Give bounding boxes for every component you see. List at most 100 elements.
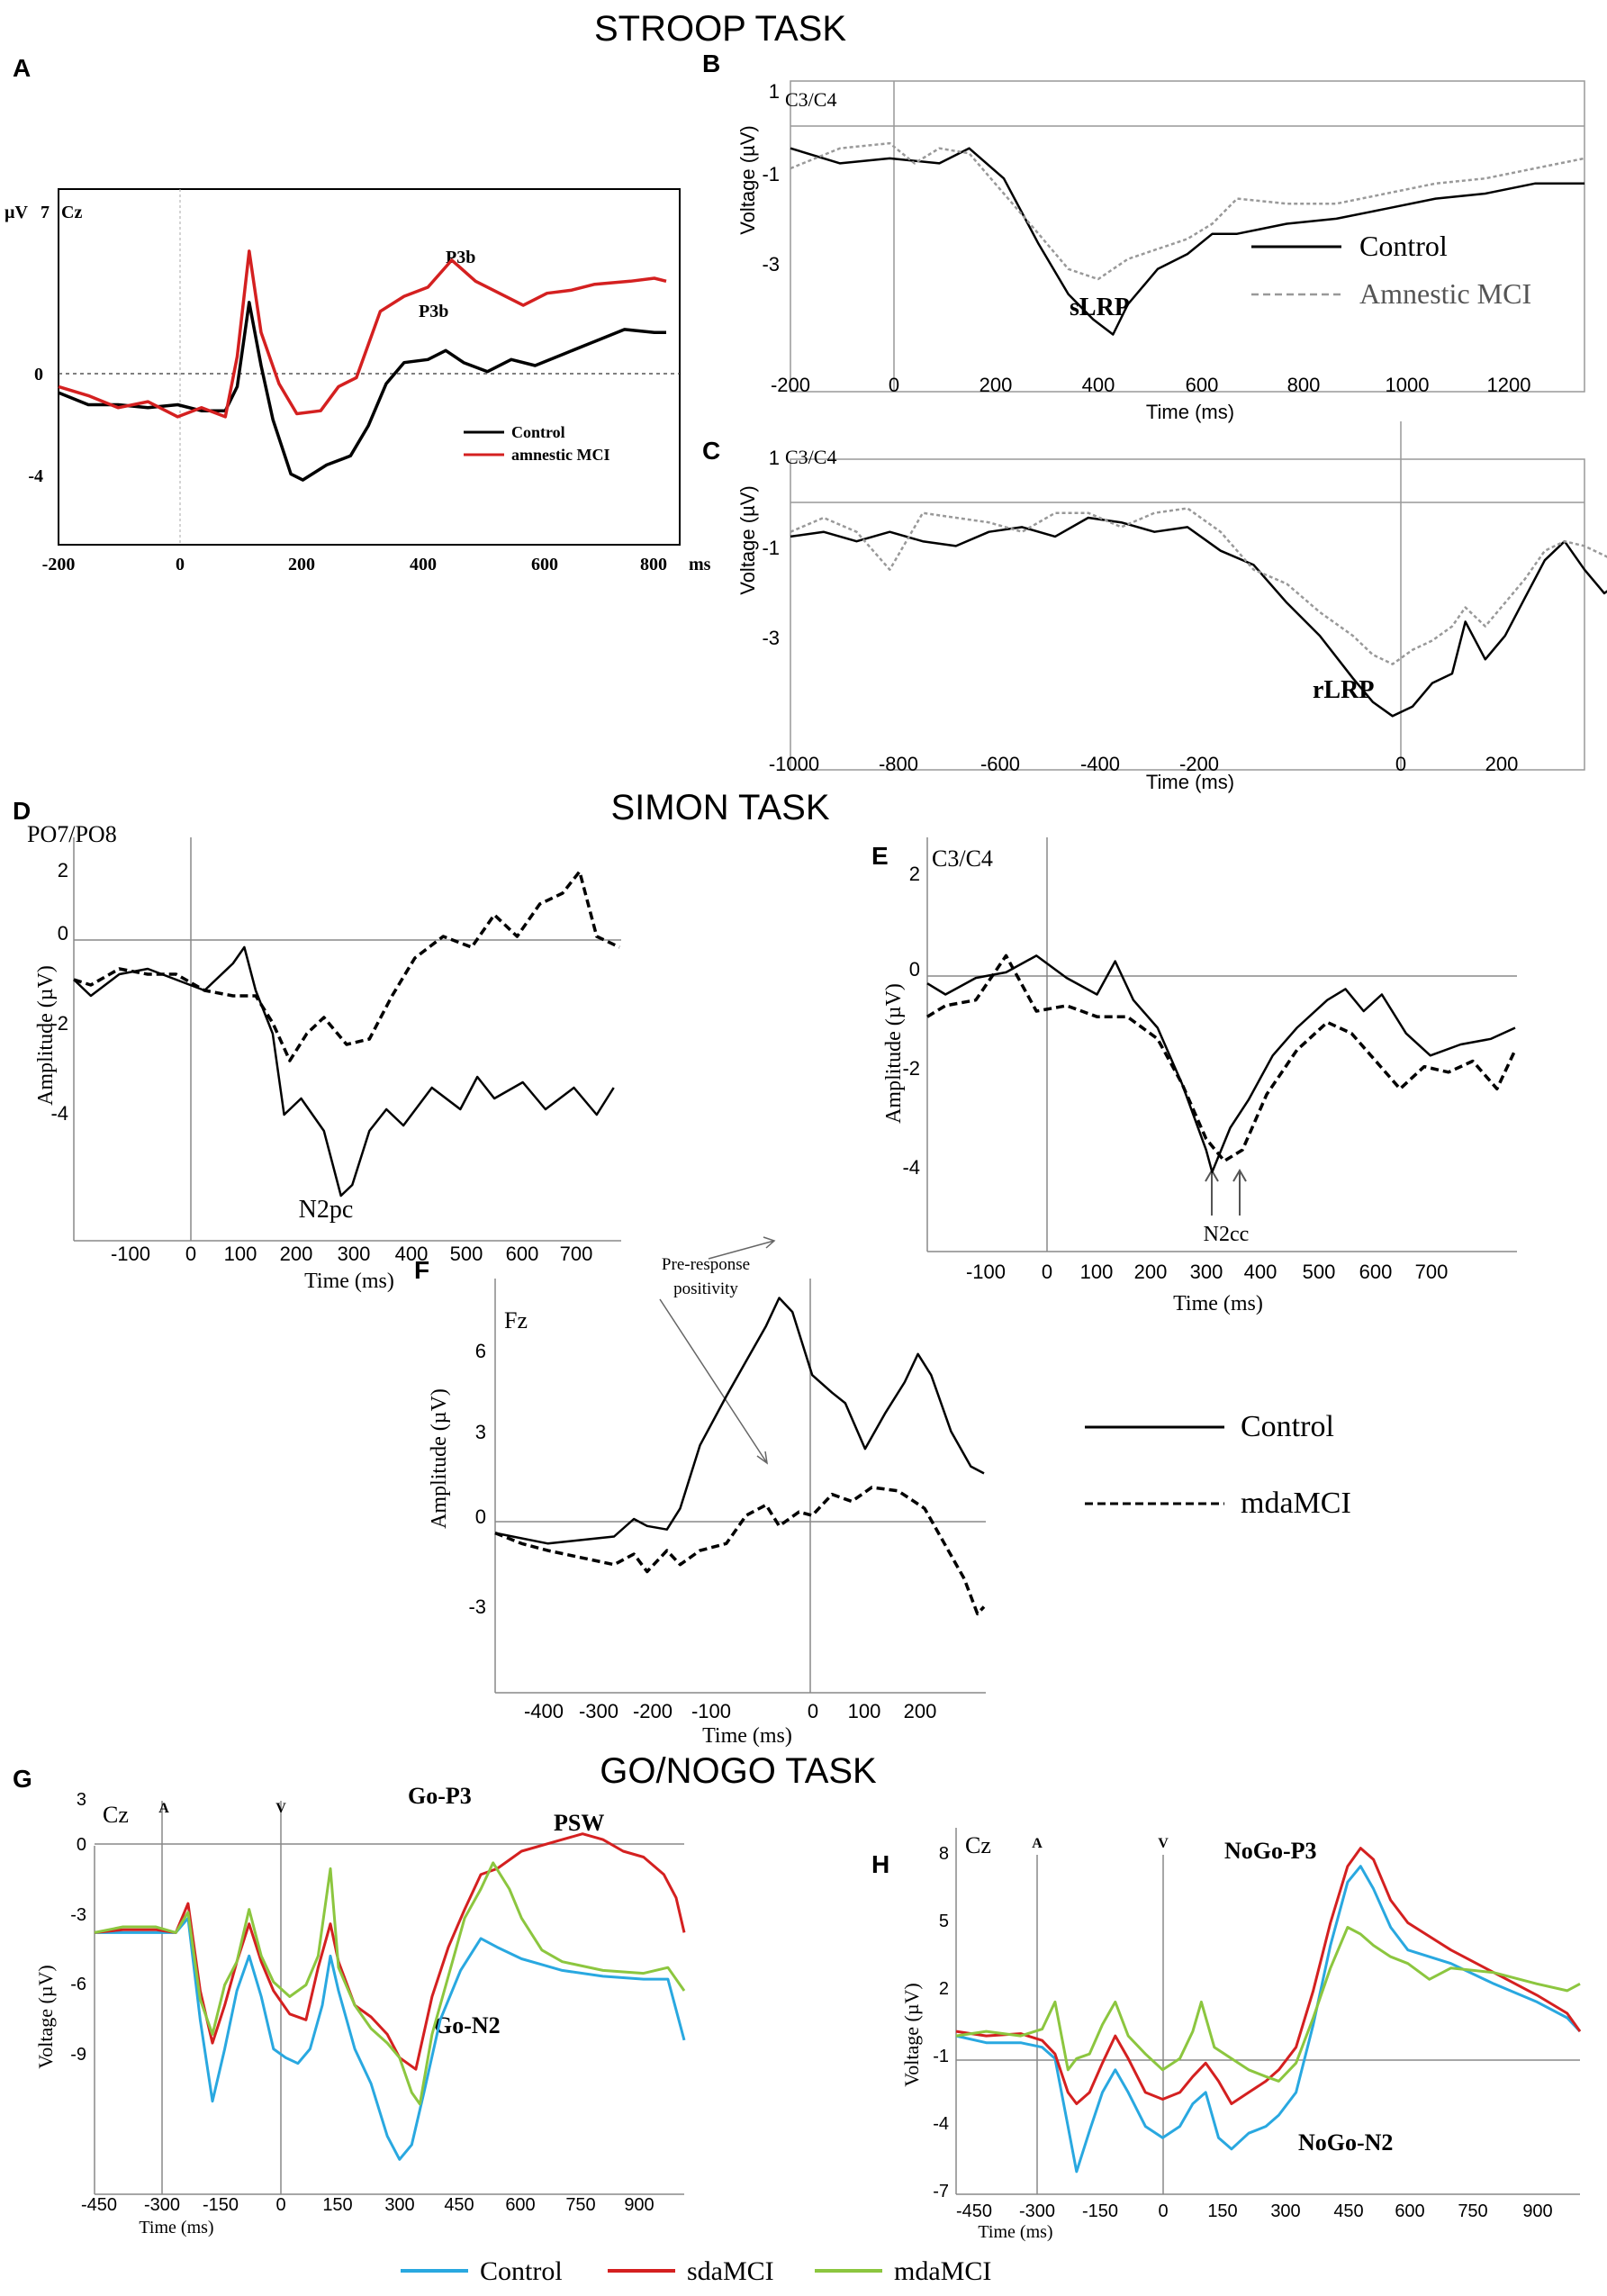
panel-letter-h: H bbox=[871, 1850, 889, 1878]
panel-b-xtick-4: 600 bbox=[1186, 374, 1219, 396]
panel-e-n2cc-arrow-right bbox=[1232, 1169, 1247, 1216]
simon-legend-mdamci: mdaMCI bbox=[1241, 1487, 1351, 1520]
panel-d-xtick-4: 300 bbox=[338, 1243, 371, 1265]
panel-c-xtick-0: -1000 bbox=[769, 753, 819, 775]
panel-e-ytick-1: 0 bbox=[909, 958, 920, 981]
panel-e-series-mdamci bbox=[926, 954, 1517, 1163]
panel-g-ytick-4: -9 bbox=[70, 2045, 86, 2065]
panel-e-electrode: C3/C4 bbox=[932, 845, 993, 872]
panel-d-ytick-0: 2 bbox=[58, 859, 68, 881]
panel-d-xtick-5: 400 bbox=[395, 1243, 429, 1265]
panel-h-xtick-4: 150 bbox=[1207, 2201, 1237, 2221]
panel-e-ytick-3: -4 bbox=[902, 1156, 920, 1179]
panel-c-xlabel: Time (ms) bbox=[1146, 771, 1234, 793]
panel-c-xtick-4: -200 bbox=[1179, 753, 1219, 775]
panel-h-ytick-2: 2 bbox=[939, 1979, 949, 1999]
panel-e-series-control bbox=[926, 954, 1516, 1173]
panel-c-series-amnestic-mci bbox=[790, 507, 1607, 665]
panel-e-xtick-8: 700 bbox=[1415, 1261, 1449, 1283]
panel-h-xtick-3: 0 bbox=[1158, 2201, 1168, 2221]
stroop-section-title: STROOP TASK bbox=[594, 9, 846, 49]
panel-c-xtick-6: 200 bbox=[1485, 753, 1519, 775]
panel-e-n2cc-arrow-left bbox=[1205, 1169, 1219, 1216]
panel-c-xtick-3: -400 bbox=[1080, 753, 1120, 775]
panel-f-xtick-2: -200 bbox=[633, 1700, 673, 1722]
simon-legend: Control mdaMCI bbox=[1085, 1410, 1351, 1520]
panel-letter-b: B bbox=[702, 50, 720, 77]
panel-a-legend-control: Control bbox=[511, 423, 565, 441]
panel-g-ytick-1: 0 bbox=[77, 1835, 86, 1855]
panel-d-electrode: PO7/PO8 bbox=[27, 821, 117, 847]
panel-f-ytick-2: 0 bbox=[475, 1505, 486, 1528]
panel-e-xlabel: Time (ms) bbox=[1173, 1292, 1263, 1315]
panel-c-xtick-5: 0 bbox=[1395, 753, 1406, 775]
panel-h-nogo-p3-label: NoGo-P3 bbox=[1224, 1838, 1317, 1864]
panel-a-ytick-1: -4 bbox=[28, 466, 43, 486]
panel-h-marker-a: A bbox=[1032, 1836, 1043, 1851]
panel-f-ylabel: Amplitude (µV) bbox=[428, 1388, 451, 1529]
panel-a-xtick-1: 0 bbox=[176, 555, 185, 574]
panel-a-xtick-4: 600 bbox=[531, 555, 558, 574]
gonogo-legend: Control sdaMCI mdaMCI bbox=[401, 2256, 991, 2286]
panel-g-xtick-2: -150 bbox=[203, 2195, 239, 2215]
panel-e-ytick-0: 2 bbox=[909, 863, 920, 885]
panel-f-electrode: Fz bbox=[504, 1307, 528, 1333]
panel-a-top-tick: 7 bbox=[41, 203, 50, 222]
panel-a-xtick-0: -200 bbox=[42, 555, 76, 574]
panel-b-series-control bbox=[790, 147, 1584, 336]
panel-letter-c: C bbox=[702, 437, 720, 465]
panel-d-n2pc-label: N2pc bbox=[299, 1196, 354, 1224]
panel-letter-f: F bbox=[414, 1256, 429, 1284]
panel-a-series-control bbox=[58, 301, 666, 482]
panel-h-xtick-8: 750 bbox=[1458, 2201, 1487, 2221]
panel-b-xtick-0: -200 bbox=[771, 374, 810, 396]
panel-g-xtick-1: -300 bbox=[144, 2195, 180, 2215]
panel-d-ylabel: Amplitude (µV) bbox=[34, 965, 58, 1106]
panel-h: Cz A V Voltage (µV) 8 5 2 -1 -4 -7 -450 … bbox=[900, 1828, 1582, 2242]
panel-b-ytick-1: -1 bbox=[762, 163, 780, 185]
panel-d-ytick-1: 0 bbox=[58, 922, 68, 945]
panel-g-go-p3-label: Go-P3 bbox=[408, 1783, 472, 1809]
panel-b-xtick-7: 1200 bbox=[1487, 374, 1531, 396]
panel-c-xtick-1: -800 bbox=[879, 753, 918, 775]
panel-letter-e: E bbox=[871, 842, 889, 870]
panel-g-series-control bbox=[95, 1916, 686, 2161]
panel-g-marker-a: A bbox=[158, 1801, 169, 1816]
panel-b-xtick-2: 200 bbox=[980, 374, 1013, 396]
panel-g-ytick-3: -6 bbox=[70, 1975, 86, 1994]
panel-g-xtick-8: 750 bbox=[565, 2195, 595, 2215]
panel-f-series-mdamci bbox=[494, 1486, 986, 1616]
panel-f-xtick-0: -400 bbox=[524, 1700, 564, 1722]
panel-g-xtick-9: 900 bbox=[624, 2195, 654, 2215]
panel-g-xtick-7: 600 bbox=[505, 2195, 535, 2215]
panel-b-ylabel: Voltage (µV) bbox=[736, 125, 759, 235]
panel-letter-g: G bbox=[13, 1765, 32, 1793]
panel-h-nogo-n2-label: NoGo-N2 bbox=[1298, 2129, 1393, 2156]
panel-e-xtick-6: 500 bbox=[1303, 1261, 1336, 1283]
panel-h-ytick-4: -4 bbox=[933, 2114, 949, 2134]
panel-g-xtick-5: 300 bbox=[384, 2195, 414, 2215]
panel-a-p3b-label-red: P3b bbox=[446, 248, 475, 267]
panel-h-series-sdamci bbox=[955, 1847, 1582, 2105]
panel-g-ylabel: Voltage (µV) bbox=[34, 1965, 57, 2069]
panel-h-xtick-2: -150 bbox=[1082, 2201, 1118, 2221]
panel-h-xtick-1: -300 bbox=[1019, 2201, 1055, 2221]
panel-e-ytick-2: -2 bbox=[902, 1057, 920, 1080]
panel-h-marker-v: V bbox=[1158, 1836, 1169, 1851]
panel-f-annotation-line2: positivity bbox=[673, 1279, 738, 1298]
panel-e-n2cc-label: N2cc bbox=[1204, 1223, 1250, 1246]
panel-a-xtick-5: 800 bbox=[640, 555, 667, 574]
panel-h-ytick-0: 8 bbox=[939, 1844, 949, 1864]
panel-g-marker-v: V bbox=[275, 1801, 286, 1816]
panel-a-ytick-0: 0 bbox=[34, 365, 43, 384]
panel-f-ytick-0: 6 bbox=[475, 1340, 486, 1362]
panel-g-electrode: Cz bbox=[103, 1802, 129, 1828]
panel-c-ytick-0: 1 bbox=[769, 447, 780, 469]
panel-g-series-mdamci bbox=[94, 1861, 686, 2106]
panel-f-xtick-3: -100 bbox=[691, 1700, 731, 1722]
panel-e-xtick-2: 100 bbox=[1080, 1261, 1114, 1283]
panel-h-xlabel: Time (ms) bbox=[978, 2222, 1052, 2242]
panel-d-series-mdamci bbox=[73, 870, 620, 1062]
panel-h-series-mdamci bbox=[955, 1926, 1581, 2083]
panel-e-ylabel: Amplitude (µV) bbox=[882, 983, 906, 1124]
